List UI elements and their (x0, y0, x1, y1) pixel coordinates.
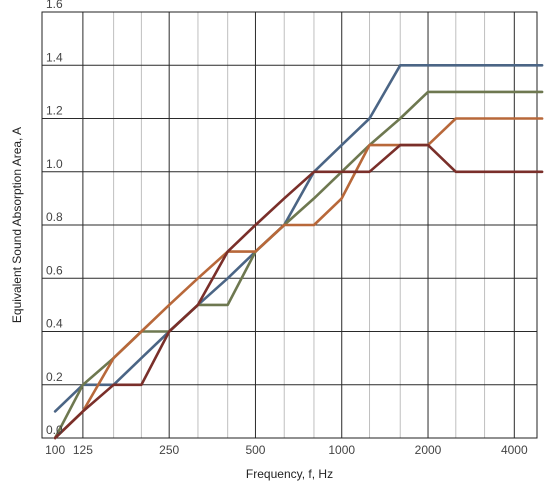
y-tick-label: 1.0 (46, 157, 63, 171)
y-tick-labels: 0.0 0.2 0.4 0.6 0.8 1.0 1.2 1.4 1.6 (46, 0, 63, 437)
y-axis-title: Equivalent Sound Absorption Area, A (10, 127, 24, 323)
x-tick-label: 4000 (501, 443, 528, 457)
y-tick-label: 0.8 (46, 210, 63, 224)
x-tick-label: 250 (159, 443, 179, 457)
y-tick-label: 1.2 (46, 104, 63, 118)
y-tick-label: 0.6 (46, 263, 63, 277)
y-tick-label: 1.4 (46, 50, 63, 64)
series-line-4 (53, 143, 544, 440)
x-tick-label: 2000 (415, 443, 442, 457)
x-tick-label: 1000 (328, 443, 355, 457)
series-layer (53, 64, 544, 440)
y-tick-label: 1.6 (46, 0, 63, 11)
series-line-3 (53, 117, 544, 440)
y-tick-label: 0.0 (46, 423, 63, 437)
x-tick-label: 125 (73, 443, 93, 457)
x-tick-label: 100 (45, 443, 65, 457)
x-axis-title: Frequency, f, Hz (246, 467, 333, 481)
y-tick-label: 0.4 (46, 317, 63, 331)
x-tick-labels: 100 125 250 500 1000 2000 4000 (45, 443, 528, 457)
y-tick-label: 0.2 (46, 370, 63, 384)
plot-frame (41, 11, 538, 439)
series-line-1 (53, 64, 544, 413)
x-tick-label: 500 (245, 443, 265, 457)
